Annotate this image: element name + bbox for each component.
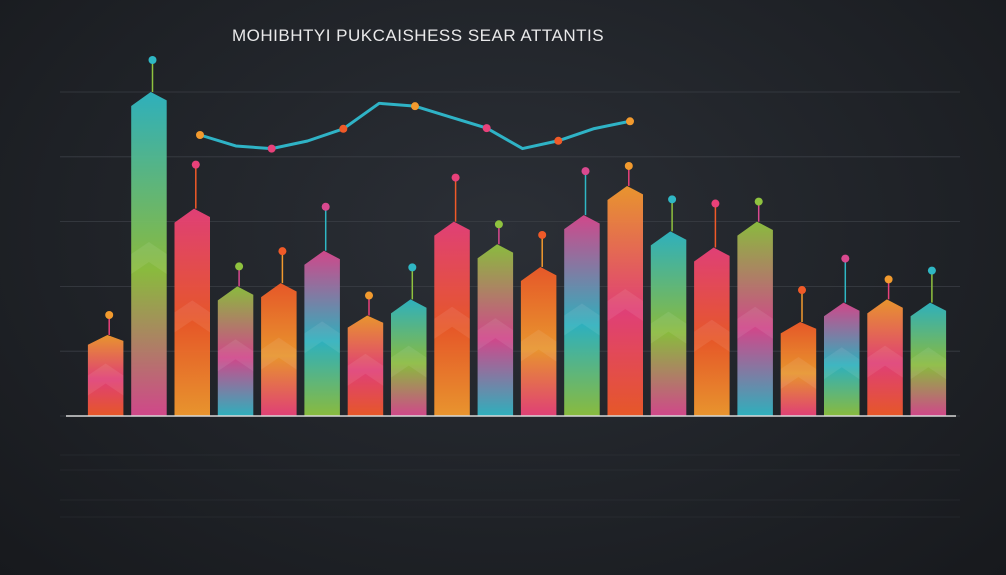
bar <box>390 263 427 416</box>
bar <box>564 167 600 416</box>
bar <box>304 202 340 416</box>
bar <box>434 173 470 416</box>
bar <box>867 275 903 416</box>
bar <box>131 56 167 416</box>
bar <box>737 197 773 416</box>
bar <box>607 161 644 416</box>
bar-series <box>87 56 947 416</box>
bar <box>823 254 860 416</box>
bar <box>261 247 297 416</box>
trend-line <box>196 101 634 153</box>
bar <box>174 160 211 416</box>
bar <box>347 291 384 416</box>
bar <box>87 311 124 416</box>
bar <box>520 230 557 416</box>
bar <box>217 262 254 416</box>
bar <box>477 220 514 416</box>
bar <box>780 286 817 416</box>
chart-title: MOHIBHTYI PUKCAISHESS SEAR ATTANTIS <box>232 26 605 45</box>
bar <box>694 199 730 416</box>
bar <box>910 266 947 416</box>
bar <box>650 195 687 416</box>
